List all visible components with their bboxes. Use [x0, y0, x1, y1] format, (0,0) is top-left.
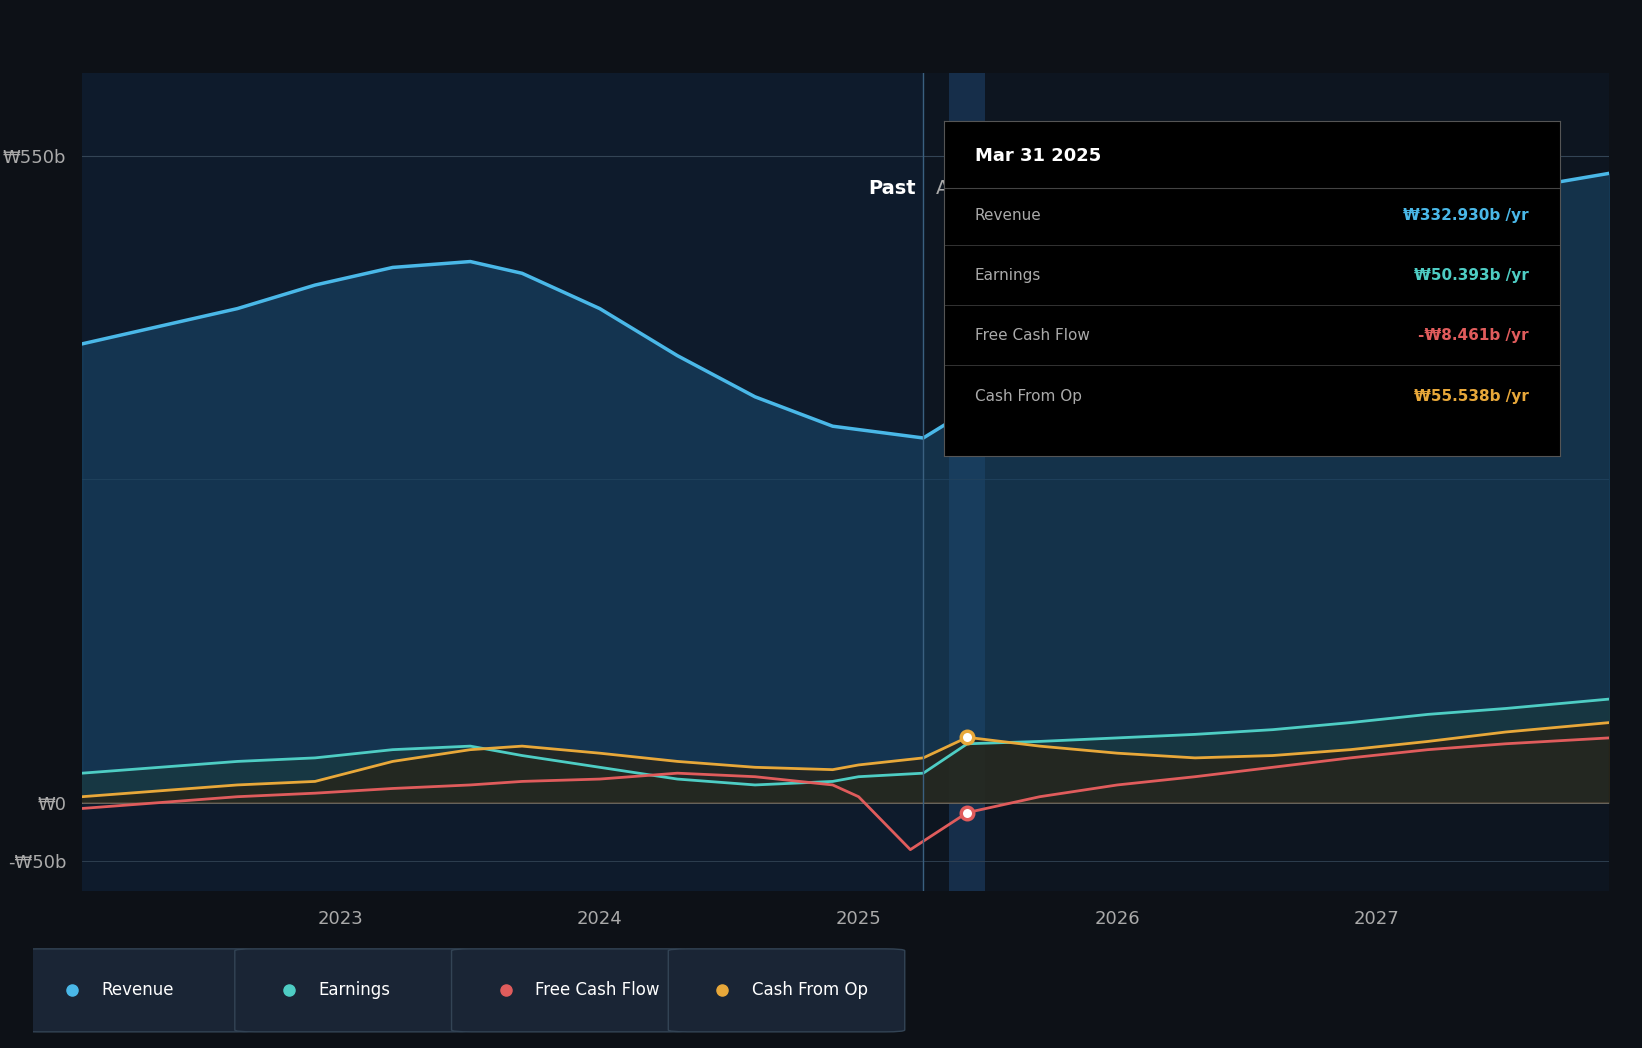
Text: ₩55.538b /yr: ₩55.538b /yr	[1414, 389, 1529, 403]
Text: -₩8.461b /yr: -₩8.461b /yr	[1419, 328, 1529, 344]
Text: Revenue: Revenue	[975, 208, 1041, 223]
Text: Free Cash Flow: Free Cash Flow	[535, 981, 660, 1000]
Text: ₩50.393b /yr: ₩50.393b /yr	[1414, 268, 1529, 283]
Text: Earnings: Earnings	[319, 981, 391, 1000]
Text: Cash From Op: Cash From Op	[975, 389, 1082, 403]
FancyBboxPatch shape	[668, 948, 905, 1032]
Text: Past: Past	[869, 179, 916, 198]
FancyBboxPatch shape	[452, 948, 688, 1032]
Text: Cash From Op: Cash From Op	[752, 981, 869, 1000]
Text: ₩332.930b /yr: ₩332.930b /yr	[1404, 208, 1529, 223]
Bar	[82, 73, 923, 891]
Text: Free Cash Flow: Free Cash Flow	[975, 328, 1090, 344]
Text: Earnings: Earnings	[975, 268, 1041, 283]
Text: Mar 31 2025: Mar 31 2025	[975, 148, 1102, 166]
Text: Revenue: Revenue	[102, 981, 174, 1000]
Bar	[949, 73, 985, 891]
Text: Analysts Forecasts: Analysts Forecasts	[936, 179, 1118, 198]
FancyBboxPatch shape	[18, 948, 255, 1032]
FancyBboxPatch shape	[235, 948, 471, 1032]
